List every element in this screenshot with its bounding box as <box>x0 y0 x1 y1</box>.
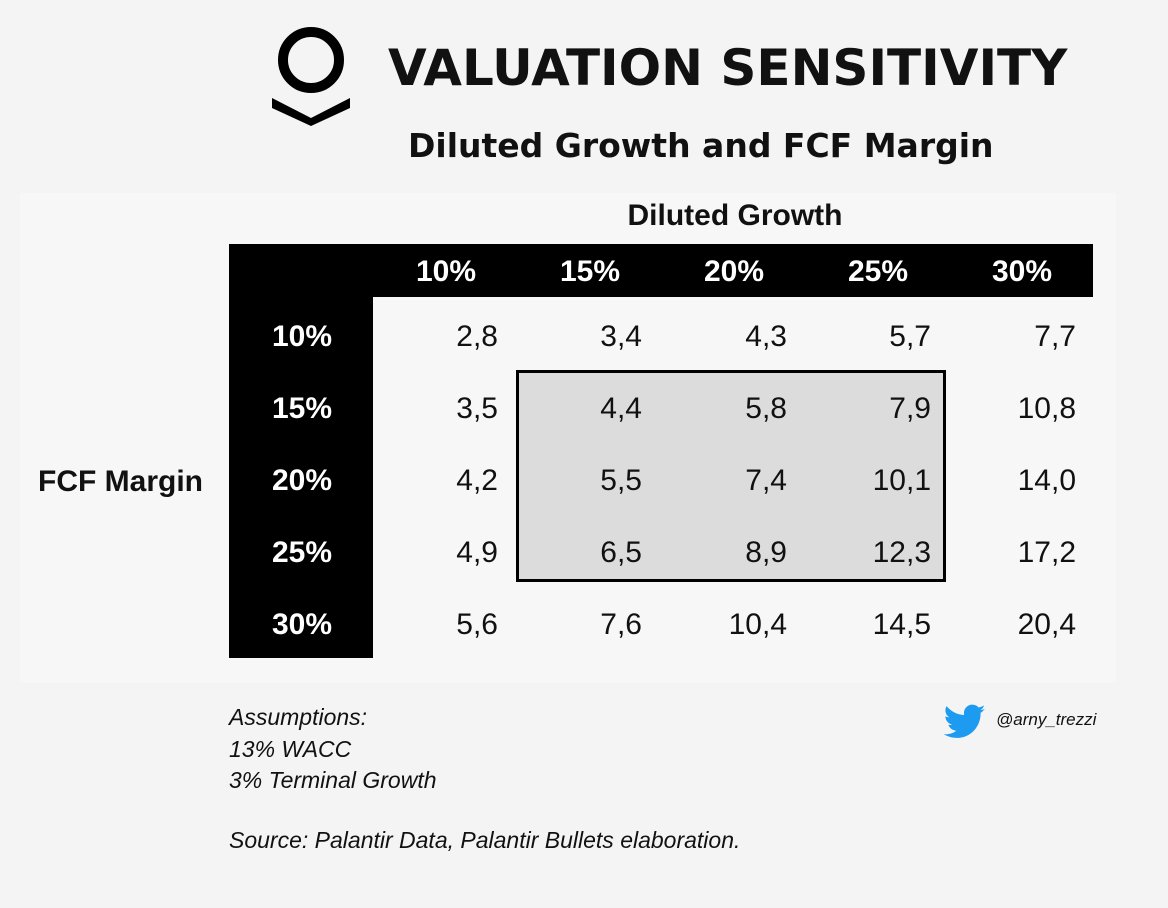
table-cell: 8,9 <box>745 536 787 569</box>
table-cell: 4,2 <box>456 464 498 497</box>
table-cell: 7,6 <box>600 608 642 641</box>
table-cell: 14,0 <box>1017 464 1076 497</box>
highlighted-region <box>516 370 946 582</box>
row-header-4: 30% <box>271 608 333 641</box>
table-cell: 3,5 <box>456 392 498 425</box>
assumption-terminal-growth: 3% Terminal Growth <box>229 767 437 793</box>
table-cell: 5,8 <box>745 392 787 425</box>
table-cell: 5,5 <box>600 464 642 497</box>
page-subtitle: Diluted Growth and FCF Margin <box>408 126 994 165</box>
table-cell: 20,4 <box>1017 608 1076 641</box>
table-cell: 7,7 <box>1034 320 1076 353</box>
table-cell: 12,3 <box>872 536 931 569</box>
column-header-bar <box>229 244 1093 297</box>
column-header-2: 20% <box>703 255 765 288</box>
table-cell: 4,3 <box>745 320 787 353</box>
source-note: Source: Palantir Data, Palantir Bullets … <box>229 827 741 853</box>
table-cell: 5,7 <box>889 320 931 353</box>
palantir-logo-icon <box>272 27 350 126</box>
table-cell: 17,2 <box>1017 536 1076 569</box>
assumptions-label: Assumptions: <box>229 704 368 730</box>
row-axis-title: FCF Margin <box>38 465 203 498</box>
table-cell: 10,1 <box>872 464 931 497</box>
column-axis-title: Diluted Growth <box>627 199 843 232</box>
row-header-3: 25% <box>271 536 333 569</box>
row-header-0: 10% <box>271 320 333 353</box>
table-cell: 10,8 <box>1017 392 1076 425</box>
table-cell: 2,8 <box>456 320 498 353</box>
column-header-0: 10% <box>415 255 477 288</box>
row-header-bar <box>229 244 373 658</box>
table-cell: 14,5 <box>872 608 931 641</box>
table-cell: 4,9 <box>456 536 498 569</box>
page-title: VALUATION SENSITIVITY <box>388 39 1068 97</box>
twitter-bird-icon <box>944 704 986 738</box>
table-cell: 4,4 <box>600 392 642 425</box>
column-header-1: 15% <box>559 255 621 288</box>
column-header-4: 30% <box>991 255 1053 288</box>
assumption-wacc: 13% WACC <box>229 736 352 762</box>
column-header-3: 25% <box>847 255 909 288</box>
table-cell: 3,4 <box>600 320 642 353</box>
table-cell: 7,9 <box>889 392 931 425</box>
table-cell: 10,4 <box>728 608 787 641</box>
row-header-1: 15% <box>271 392 333 425</box>
table-cell: 6,5 <box>600 536 642 569</box>
table-cell: 5,6 <box>456 608 498 641</box>
twitter-handle: @arny_trezzi <box>996 710 1097 729</box>
row-header-2: 20% <box>271 464 333 497</box>
table-cell: 7,4 <box>745 464 787 497</box>
